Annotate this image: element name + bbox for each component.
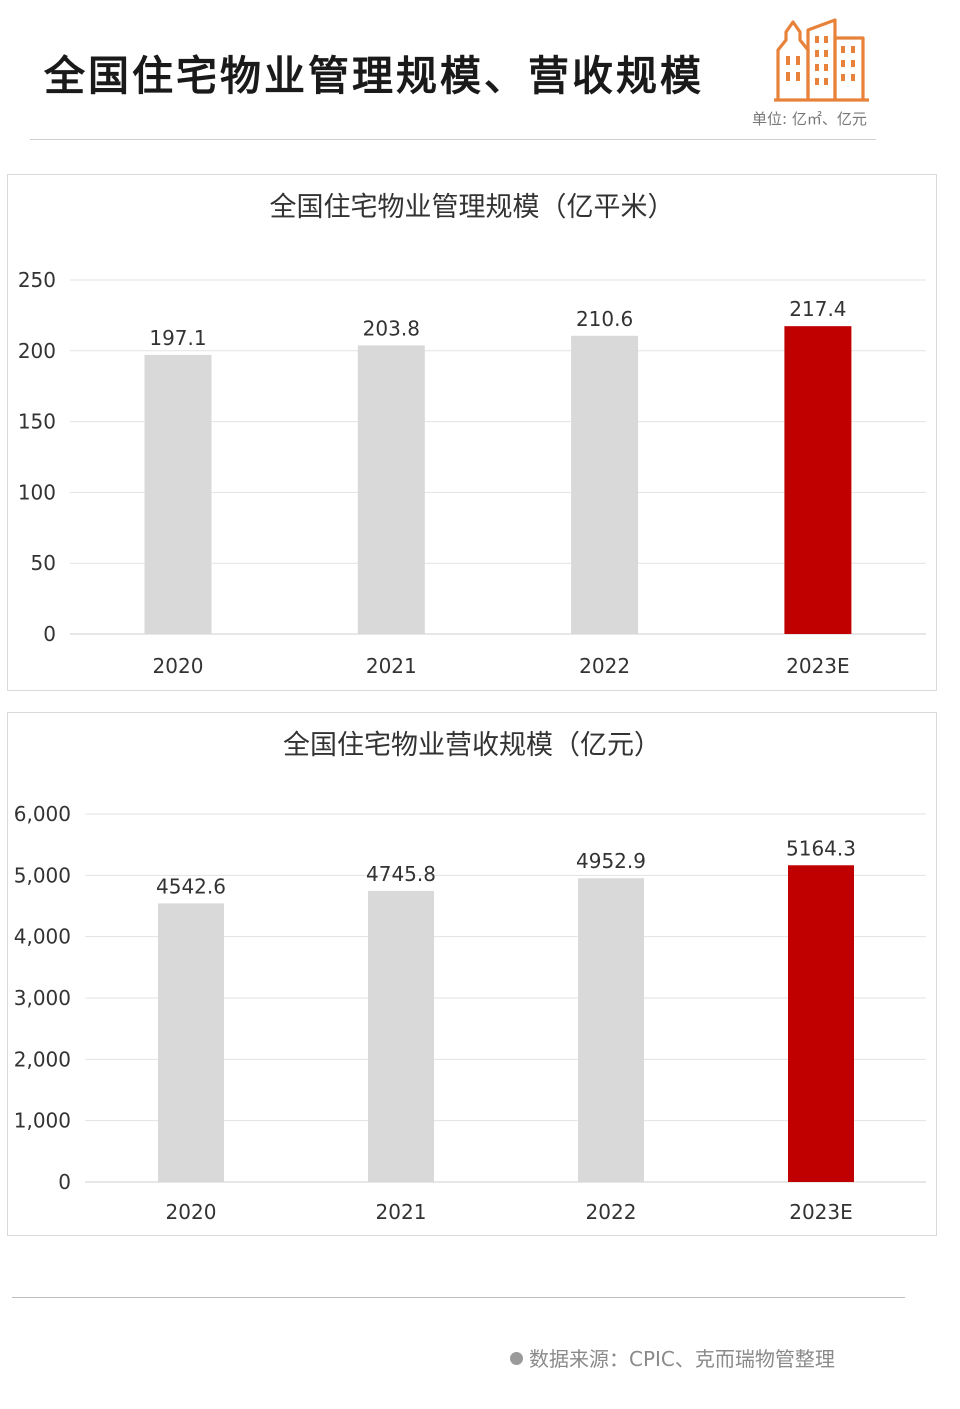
data-label: 5164.3 (786, 836, 856, 860)
y-tick-label: 50 (31, 551, 56, 575)
y-tick-label: 6,000 (14, 802, 71, 826)
y-tick-label: 0 (43, 622, 56, 646)
source-text: 数据来源：CPIC、克而瑞物管整理 (529, 1347, 835, 1371)
data-label: 197.1 (149, 326, 206, 350)
x-tick-label: 2021 (376, 1200, 427, 1224)
x-tick-label: 2021 (366, 654, 417, 678)
chart-panel-revenue-scale: 全国住宅物业营收规模（亿元） 0 1,000 2,000 3,000 4,000 5,00… (7, 712, 937, 1236)
bar (784, 326, 852, 634)
bar (158, 903, 224, 1182)
chart-management-scale: 0 50 100 150 200 250 197.1 2020 203.8 2021 210.6 20… (18, 268, 926, 678)
bar (368, 890, 434, 1182)
y-tick-label: 0 (58, 1170, 71, 1194)
y-tick-label: 2,000 (14, 1047, 71, 1071)
data-label: 4952.9 (576, 849, 646, 873)
unit-note: 单位: 亿㎡、亿元 (752, 110, 867, 128)
y-tick-label: 5,000 (14, 863, 71, 887)
y-tick-label: 100 (18, 480, 56, 504)
chart-title: 全国住宅物业管理规模（亿平米） (269, 192, 675, 223)
chart-title: 全国住宅物业营收规模（亿元） (283, 730, 661, 761)
bar (788, 865, 854, 1182)
x-tick-label: 2020 (166, 1200, 217, 1224)
chart-panel-management-scale: 全国住宅物业管理规模（亿平米） 0 50 100 150 200 250 197.1 2020… (7, 174, 937, 691)
x-tick-label: 2023E (786, 654, 850, 678)
bar (144, 354, 212, 634)
y-tick-label: 4,000 (14, 925, 71, 949)
data-label: 203.8 (363, 316, 420, 340)
y-tick-label: 250 (18, 268, 56, 292)
source-note: 数据来源：CPIC、克而瑞物管整理 (510, 1343, 835, 1372)
y-tick-label: 150 (18, 410, 56, 434)
x-tick-label: 2022 (579, 654, 630, 678)
bar (357, 345, 425, 634)
x-tick-label: 2023E (789, 1200, 853, 1224)
y-tick-label: 200 (18, 339, 56, 363)
data-label: 4745.8 (366, 862, 436, 886)
data-label: 4542.6 (156, 874, 226, 898)
y-tick-label: 3,000 (14, 986, 71, 1010)
bar (578, 878, 644, 1182)
data-label: 210.6 (576, 307, 633, 331)
x-tick-label: 2022 (586, 1200, 637, 1224)
building-icon (774, 18, 869, 102)
bullet-icon (510, 1352, 523, 1365)
x-tick-label: 2020 (153, 654, 204, 678)
footer-divider (12, 1297, 905, 1298)
page-title: 全国住宅物业管理规模、营收规模 (44, 52, 704, 100)
bar (571, 335, 639, 634)
y-tick-label: 1,000 (14, 1109, 71, 1133)
chart-revenue-scale: 0 1,000 2,000 3,000 4,000 5,000 6,000 4542.6 202… (14, 802, 926, 1224)
header-divider (30, 139, 876, 140)
data-label: 217.4 (789, 297, 846, 321)
